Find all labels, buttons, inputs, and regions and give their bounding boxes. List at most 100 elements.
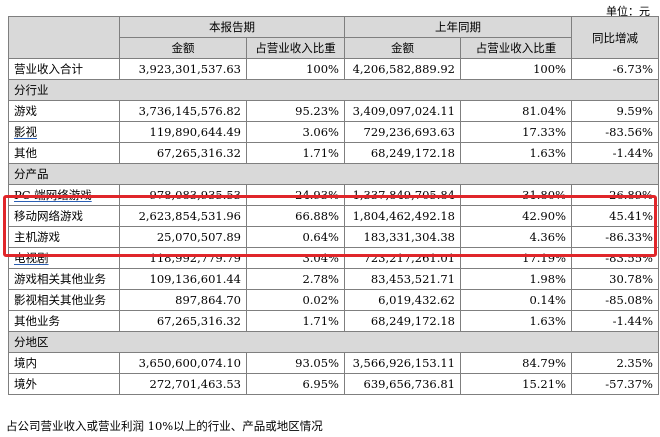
cell-prev-amount: 1,337,849,705.84: [344, 184, 461, 206]
cell-prev-share: 1.98%: [460, 268, 572, 290]
row-label: 移动网络游戏: [14, 209, 83, 223]
row-label-link[interactable]: 电视剧: [14, 251, 49, 265]
row-label-link[interactable]: PC 端网络游戏: [14, 188, 92, 202]
row-label-cell: 影视: [8, 121, 120, 143]
cell-yoy: 30.78%: [571, 268, 659, 290]
cell-prev-amount: 83,453,521.71: [344, 268, 461, 290]
cell-prev-share: 31.80%: [460, 184, 572, 206]
cell-cur-share: 1.71%: [246, 310, 345, 332]
row-label-cell: PC 端网络游戏: [8, 184, 120, 206]
cell-cur-amount: 67,265,316.32: [119, 142, 247, 164]
cell-cur-share: 3.06%: [246, 121, 345, 143]
total-cur-share: 100%: [246, 58, 345, 80]
cell-prev-amount: 6,019,432.62: [344, 289, 461, 311]
table-row: 境内 3,650,600,074.10 93.05% 3,566,926,153.11…: [8, 352, 659, 374]
total-row: 营业收入合计 3,923,301,537.63 100% 4,206,582,8…: [8, 58, 659, 80]
cell-prev-amount: 1,804,462,492.18: [344, 205, 461, 227]
row-label-cell: 移动网络游戏: [8, 205, 120, 227]
cell-cur-amount: 272,701,463.53: [119, 373, 247, 395]
cell-yoy: -1.44%: [571, 310, 659, 332]
cell-prev-share: 84.79%: [460, 352, 572, 374]
cell-yoy: 2.35%: [571, 352, 659, 374]
cell-prev-share: 1.63%: [460, 310, 572, 332]
cell-cur-amount: 118,992,779.79: [119, 247, 247, 269]
total-yoy: -6.73%: [571, 58, 659, 80]
header-cur-amount: 金额: [119, 37, 247, 59]
table-row: 影视相关其他业务 897,864.70 0.02% 6,019,432.62 0.14%…: [8, 289, 659, 311]
cell-prev-share: 17.19%: [460, 247, 572, 269]
header-prev-share: 占营业收入比重: [460, 37, 572, 59]
row-label-cell: 其他业务: [8, 310, 120, 332]
total-cur-amount: 3,923,301,537.63: [119, 58, 247, 80]
row-label: 游戏相关其他业务: [14, 272, 106, 286]
cell-cur-share: 93.05%: [246, 352, 345, 374]
cell-yoy: 9.59%: [571, 100, 659, 122]
row-label-cell: 主机游戏: [8, 226, 120, 248]
cell-cur-share: 6.95%: [246, 373, 345, 395]
table-row: 境外 272,701,463.53 6.95% 639,656,736.81 15.21…: [8, 373, 659, 395]
caption: 占公司营业收入或营业利润 10%以上的行业、产品或地区情况: [6, 419, 323, 433]
row-label-cell: 境内: [8, 352, 120, 374]
cell-cur-amount: 109,136,601.44: [119, 268, 247, 290]
cell-cur-amount: 119,890,644.49: [119, 121, 247, 143]
row-label: 其他业务: [14, 314, 60, 328]
row-label-cell: 游戏相关其他业务: [8, 268, 120, 290]
section-header-row: 分产品: [8, 163, 659, 185]
section-title: 分行业: [8, 79, 659, 101]
row-label-cell: 影视相关其他业务: [8, 289, 120, 311]
section-header-row: 分地区: [8, 331, 659, 353]
revenue-breakdown-table: 本报告期 上年同期 同比增减 金额 占营业收入比重 金额 占营业收入比重 营业收…: [8, 16, 659, 395]
row-label-link[interactable]: 影视: [14, 125, 37, 139]
header-cur-share: 占营业收入比重: [246, 37, 345, 59]
row-label-cell: 电视剧: [8, 247, 120, 269]
row-label: 影视相关其他业务: [14, 293, 106, 307]
cell-cur-share: 1.71%: [246, 142, 345, 164]
table-row: PC 端网络游戏 978,083,935.53 24.93% 1,337,849,70…: [8, 184, 659, 206]
cell-cur-amount: 978,083,935.53: [119, 184, 247, 206]
row-label: 主机游戏: [14, 230, 60, 244]
section-header-row: 分行业: [8, 79, 659, 101]
cell-cur-amount: 25,070,507.89: [119, 226, 247, 248]
cell-prev-share: 1.63%: [460, 142, 572, 164]
row-label: 境内: [14, 356, 37, 370]
cell-cur-share: 66.88%: [246, 205, 345, 227]
cell-cur-share: 95.23%: [246, 100, 345, 122]
cell-yoy: -85.08%: [571, 289, 659, 311]
cell-cur-amount: 67,265,316.32: [119, 310, 247, 332]
row-label: 游戏: [14, 104, 37, 118]
cell-prev-amount: 3,409,097,024.11: [344, 100, 461, 122]
header-current-period: 本报告期: [119, 16, 345, 38]
cell-prev-amount: 723,217,261.01: [344, 247, 461, 269]
row-label: 其他: [14, 146, 37, 160]
header-yoy: 同比增减: [571, 16, 659, 59]
cell-cur-share: 0.64%: [246, 226, 345, 248]
cell-prev-share: 81.04%: [460, 100, 572, 122]
cell-cur-amount: 2,623,854,531.96: [119, 205, 247, 227]
unit-label: 单位：元: [606, 5, 650, 18]
cell-prev-amount: 639,656,736.81: [344, 373, 461, 395]
table-row: 影视 119,890,644.49 3.06% 729,236,693.63 17.33…: [8, 121, 659, 143]
cell-yoy: -57.37%: [571, 373, 659, 395]
cell-cur-share: 2.78%: [246, 268, 345, 290]
total-label: 营业收入合计: [8, 58, 120, 80]
cell-prev-share: 15.21%: [460, 373, 572, 395]
cell-cur-amount: 3,650,600,074.10: [119, 352, 247, 374]
table-row: 游戏 3,736,145,576.82 95.23% 3,409,097,024.11…: [8, 100, 659, 122]
cell-prev-amount: 68,249,172.18: [344, 142, 461, 164]
row-label-cell: 游戏: [8, 100, 120, 122]
cell-prev-amount: 183,331,304.38: [344, 226, 461, 248]
cell-yoy: -83.56%: [571, 121, 659, 143]
header-row-periods: 本报告期 上年同期 同比增减: [8, 16, 659, 59]
table-row: 主机游戏 25,070,507.89 0.64% 183,331,304.38 4.36…: [8, 226, 659, 248]
header-prev-amount: 金额: [344, 37, 461, 59]
total-prev-share: 100%: [460, 58, 572, 80]
cell-prev-share: 17.33%: [460, 121, 572, 143]
row-label-cell: 境外: [8, 373, 120, 395]
section-title: 分地区: [8, 331, 659, 353]
cell-yoy: 45.41%: [571, 205, 659, 227]
cell-prev-share: 4.36%: [460, 226, 572, 248]
row-label: 境外: [14, 377, 37, 391]
cell-yoy: -1.44%: [571, 142, 659, 164]
cell-prev-share: 42.90%: [460, 205, 572, 227]
total-prev-amount: 4,206,582,889.92: [344, 58, 461, 80]
